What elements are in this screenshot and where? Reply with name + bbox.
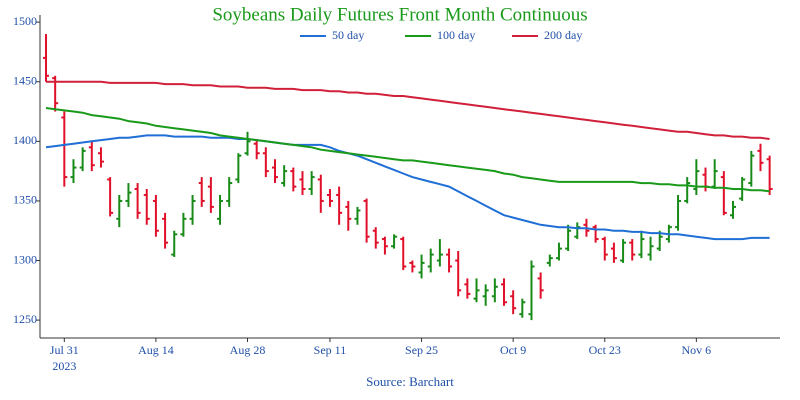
legend-label: 100 day [437, 28, 475, 42]
x-tick-label: Sep 11 [314, 343, 347, 357]
y-tick-label: 1300 [13, 252, 37, 266]
x-tick-label: Aug 14 [138, 343, 174, 357]
moving-average-line [45, 134, 770, 241]
y-tick-label: 1450 [13, 73, 37, 87]
chart-title: Soybeans Daily Futures Front Month Conti… [212, 4, 587, 25]
x-year-label: 2023 [52, 359, 76, 373]
x-tick-label: Jul 31 [50, 343, 79, 357]
x-tick-label: Sep 25 [405, 343, 438, 357]
x-tick-label: Nov 6 [682, 343, 712, 357]
moving-average-line [45, 107, 770, 193]
moving-average-line [46, 80, 770, 140]
legend-label: 50 day [332, 28, 364, 42]
y-tick-label: 1250 [13, 312, 37, 326]
x-tick-label: Aug 28 [230, 343, 266, 357]
y-tick-label: 1400 [13, 133, 37, 147]
source-note: Source: Barchart [366, 374, 454, 389]
x-tick-label: Oct 23 [589, 343, 621, 357]
x-tick-label: Oct 9 [500, 343, 526, 357]
y-tick-label: 1500 [13, 14, 37, 28]
legend-label: 200 day [544, 28, 582, 42]
y-tick-label: 1350 [13, 193, 37, 207]
